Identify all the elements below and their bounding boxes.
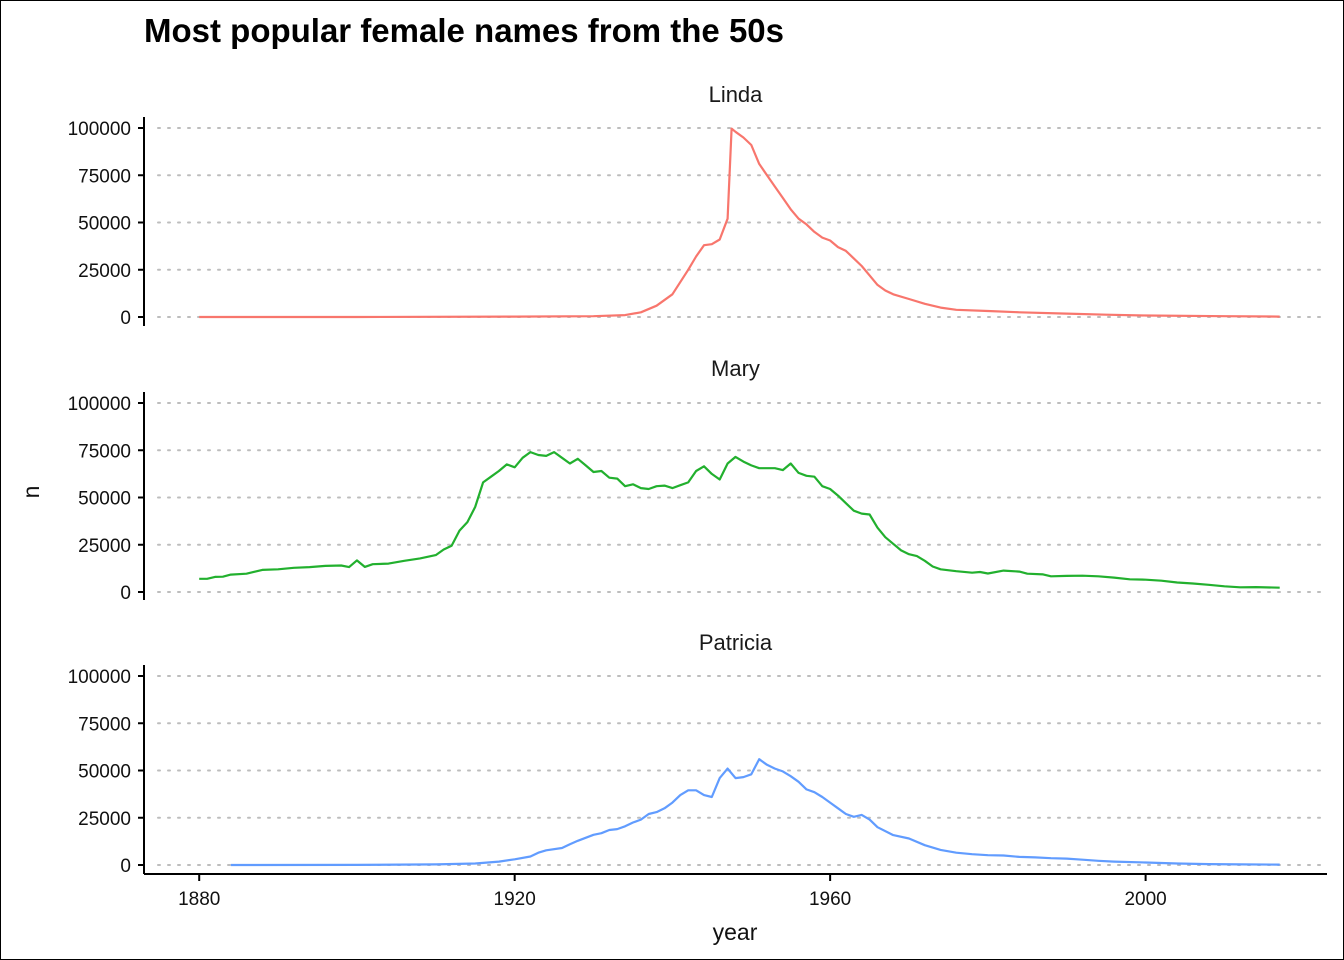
facet-panel-mary: Mary 0 25000 50000 75000 100000 xyxy=(68,356,1328,604)
y-tick-label: 25000 xyxy=(78,261,131,282)
facet-panels: Linda 0 25000 50000 75000 100000 Mary 0 25000 500… xyxy=(68,82,1328,910)
facet-label: Mary xyxy=(711,356,760,381)
facet-label: Patricia xyxy=(699,630,773,655)
y-tick-label: 50000 xyxy=(78,489,131,510)
chart-title: Most popular female names from the 50s xyxy=(144,12,784,49)
x-tick-label: 1880 xyxy=(178,889,220,910)
x-axis-title: year xyxy=(713,919,758,945)
y-tick-label: 0 xyxy=(120,583,131,604)
series-line-mary xyxy=(199,451,1280,589)
y-tick-label: 0 xyxy=(120,856,131,877)
facet-panel-patricia: Patricia 0 25000 50000 75000 100000 xyxy=(68,630,1328,877)
x-tick-label: 2000 xyxy=(1124,889,1166,910)
y-tick-label: 100000 xyxy=(68,667,131,688)
y-tick-label: 75000 xyxy=(78,441,131,462)
y-tick-label: 25000 xyxy=(78,809,131,830)
x-tick-label: 1920 xyxy=(494,889,536,910)
facet-panel-linda: Linda 0 25000 50000 75000 100000 xyxy=(68,82,1328,329)
x-tick-label: 1960 xyxy=(809,889,851,910)
y-tick-label: 100000 xyxy=(68,119,131,140)
y-tick-label: 50000 xyxy=(78,762,131,783)
y-tick-label: 75000 xyxy=(78,166,131,187)
facet-label: Linda xyxy=(709,82,764,107)
y-tick-label: 50000 xyxy=(78,214,131,235)
y-tick-label: 25000 xyxy=(78,536,131,557)
y-tick-label: 0 xyxy=(120,308,131,329)
y-tick-label: 100000 xyxy=(68,394,131,415)
y-tick-label: 75000 xyxy=(78,714,131,735)
y-axis-title: n xyxy=(18,486,44,499)
series-line-linda xyxy=(199,127,1280,319)
series-line-patricia xyxy=(230,758,1280,867)
